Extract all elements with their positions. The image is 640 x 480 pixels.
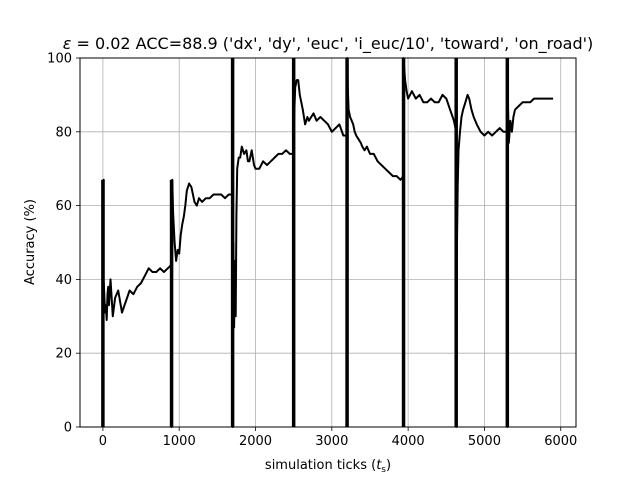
x-tick-label: 2000 (239, 434, 272, 449)
x-tick-label: 5000 (468, 434, 501, 449)
x-axis-label: simulation ticks (ts) (265, 458, 391, 475)
y-tick-label: 100 (47, 52, 72, 67)
x-tick-label: 0 (99, 434, 107, 449)
y-tick-label: 0 (64, 421, 72, 436)
x-tick-label: 6000 (544, 434, 577, 449)
y-axis-ticks: 0 20 40 60 80 100 (47, 52, 80, 436)
y-tick-label: 80 (55, 125, 72, 140)
plot-frame (79, 57, 577, 428)
x-tick-label: 3000 (315, 434, 348, 449)
y-axis-label: Accuracy (%) (23, 199, 38, 285)
x-axis-ticks: 0 1000 2000 3000 4000 5000 6000 (99, 427, 577, 449)
y-tick-label: 40 (55, 273, 72, 288)
x-tick-label: 1000 (163, 434, 196, 449)
y-tick-label: 20 (55, 347, 72, 362)
chart-title: ε = 0.02 ACC=88.9 ('dx', 'dy', 'euc', 'i… (63, 34, 594, 54)
spike-lines (101, 58, 510, 427)
y-tick-label: 60 (55, 199, 72, 214)
grid (80, 57, 576, 428)
x-tick-label: 4000 (392, 434, 425, 449)
accuracy-series-line (101, 57, 554, 428)
